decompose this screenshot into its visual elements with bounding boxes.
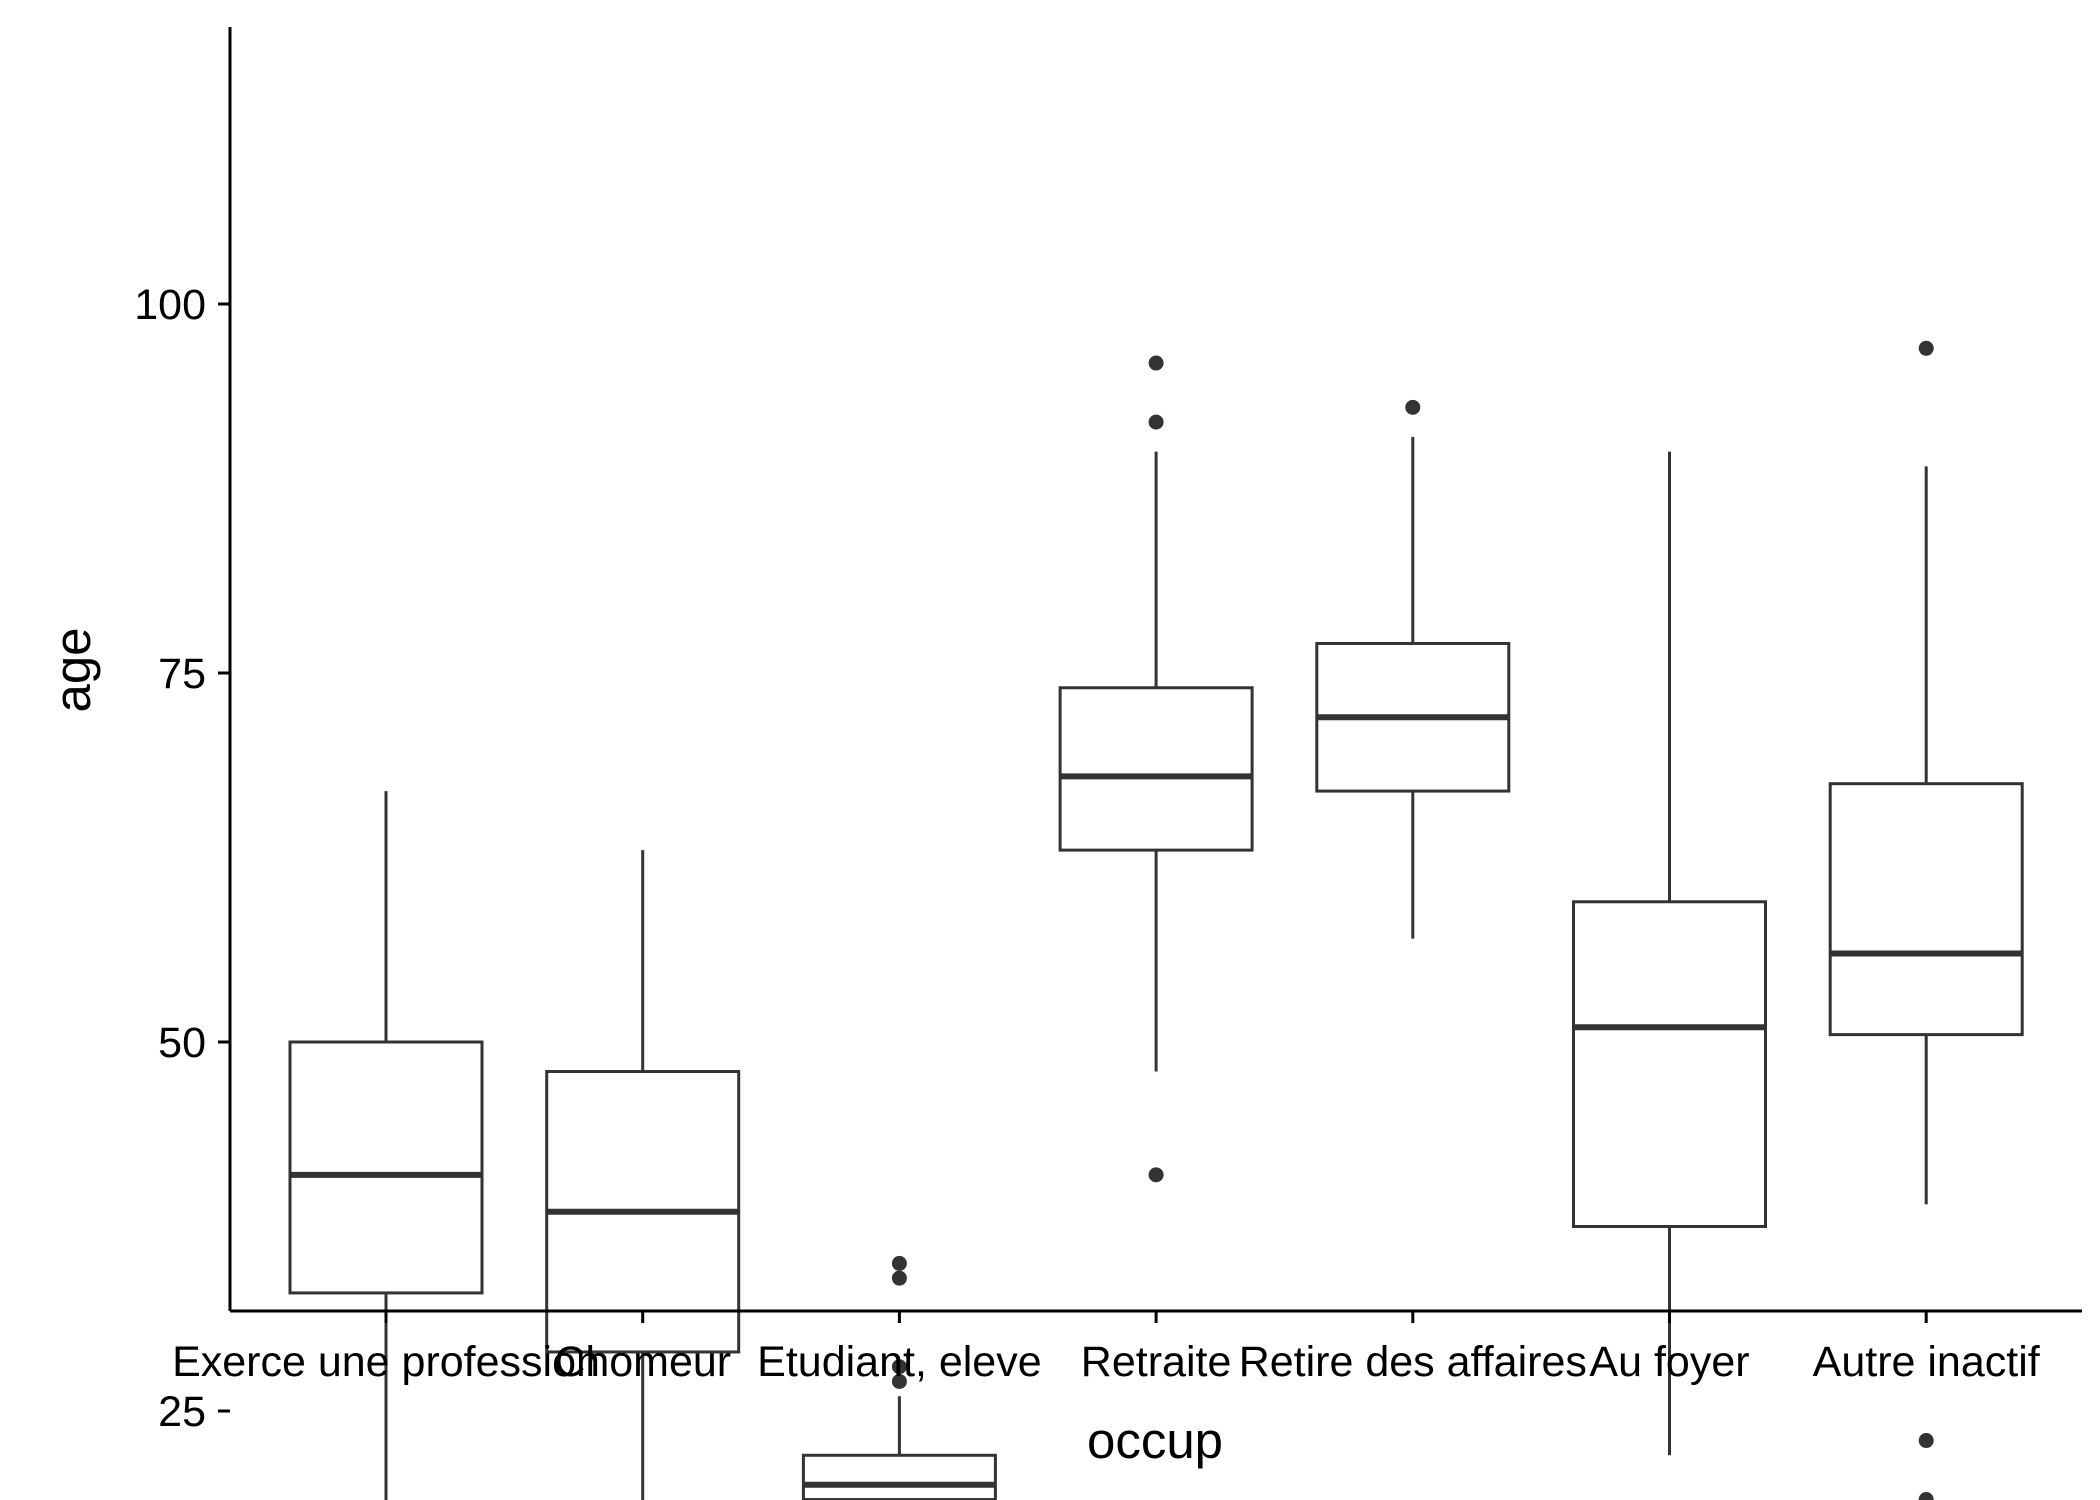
x-tick-label: Au foyer — [1589, 1338, 1749, 1386]
x-tick-label: Etudiant, eleve — [757, 1338, 1041, 1386]
outlier-point — [1405, 399, 1421, 415]
outlier-point — [891, 1373, 907, 1389]
outlier-point — [1918, 1492, 1934, 1500]
x-tick-label: Retraite — [1081, 1338, 1232, 1386]
box-iqr — [801, 1453, 997, 1500]
outlier-point — [891, 1359, 907, 1375]
box-iqr — [1828, 782, 2024, 1037]
outlier-point — [1148, 414, 1164, 430]
box-group — [1572, 451, 1767, 1456]
y-tick-label: 25 — [158, 1388, 206, 1436]
x-axis-title: occup — [1087, 1412, 1223, 1469]
box-group — [545, 850, 741, 1500]
box-group — [1058, 355, 1254, 1183]
box-group — [288, 791, 484, 1500]
y-tick-label: 100 — [134, 281, 206, 329]
y-tick-label: 75 — [158, 650, 206, 698]
plot-area — [288, 340, 2024, 1500]
outlier-point — [891, 1270, 907, 1286]
y-axis-ticks: 25 50 75 100 — [134, 281, 230, 1436]
box-iqr — [288, 1040, 484, 1295]
outlier-point — [1918, 340, 1934, 356]
box-group — [1315, 399, 1511, 939]
box-iqr — [1058, 686, 1254, 852]
x-tick-label: Autre inactif — [1813, 1338, 2041, 1386]
y-tick-label: 50 — [158, 1019, 206, 1067]
x-tick-label: Chomeur — [554, 1338, 731, 1386]
box-group — [801, 1255, 997, 1500]
x-tick-label: Retire des affaires — [1239, 1338, 1587, 1386]
outlier-point — [1148, 1167, 1164, 1183]
x-tick-label: Exerce une profession — [172, 1338, 600, 1386]
y-axis-title: age — [44, 627, 101, 712]
outlier-point — [891, 1255, 907, 1271]
outlier-point — [1148, 355, 1164, 371]
outlier-point — [1918, 1433, 1934, 1449]
box-iqr — [1572, 900, 1767, 1229]
box-group — [1828, 340, 2024, 1500]
